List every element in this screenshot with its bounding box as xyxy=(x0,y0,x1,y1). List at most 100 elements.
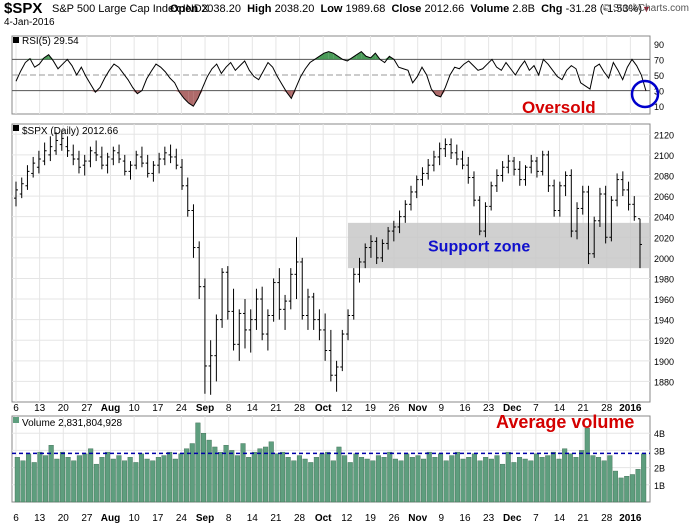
volume-bar xyxy=(641,453,647,503)
rsi-oversold-fill xyxy=(174,90,180,93)
volume-bar xyxy=(20,460,26,503)
volume-tick-label: 4B xyxy=(654,429,665,439)
x-tick-label-volume: 26 xyxy=(389,513,401,524)
x-tick-label-volume: 8 xyxy=(226,513,232,524)
x-tick-label-price: 24 xyxy=(176,403,188,414)
price-legend-swatch xyxy=(13,125,19,131)
rsi-oversold-fill xyxy=(193,90,198,107)
x-tick-label-price: 23 xyxy=(483,403,495,414)
x-tick-label-volume: 12 xyxy=(341,513,353,524)
x-tick-label-price: 6 xyxy=(13,403,19,414)
x-tick-label-volume: 9 xyxy=(439,513,445,524)
volume-bar xyxy=(263,446,269,503)
volume-bar xyxy=(612,470,618,503)
volume-bar xyxy=(579,450,585,503)
volume-bar xyxy=(483,457,489,503)
volume-legend-swatch xyxy=(13,417,19,423)
volume-bar xyxy=(184,448,190,503)
average-volume-annotation: Average volume xyxy=(496,412,634,432)
volume-bar xyxy=(195,422,201,503)
volume-bar xyxy=(43,455,49,503)
volume-bar xyxy=(82,453,88,503)
oversold-annotation: Oversold xyxy=(522,98,596,117)
rsi-legend-swatch xyxy=(13,37,19,43)
x-tick-label-volume: Sep xyxy=(196,513,214,524)
rsi-overbought-fill xyxy=(30,58,35,60)
volume-bar xyxy=(246,457,252,503)
volume-bar xyxy=(14,457,20,503)
volume-bar xyxy=(511,462,517,503)
support-zone xyxy=(348,222,650,269)
volume-bar xyxy=(189,443,195,503)
price-tick-label: 2060 xyxy=(654,192,674,202)
volume-bar xyxy=(172,458,178,503)
volume-bar xyxy=(76,455,82,503)
volume-bar xyxy=(567,453,573,503)
volume-bar xyxy=(500,463,506,503)
index-name: S&P 500 Large Cap Index INDX xyxy=(52,3,209,15)
price-tick-label: 2000 xyxy=(654,254,674,264)
rsi-tick-label: 90 xyxy=(654,40,664,50)
volume-bar xyxy=(364,458,370,503)
volume-bar xyxy=(375,455,381,503)
volume-bar xyxy=(37,451,43,503)
volume-bar xyxy=(601,460,607,503)
volume-bar xyxy=(257,448,263,503)
x-tick-label-volume: 21 xyxy=(578,513,590,524)
x-tick-label-price: 14 xyxy=(554,403,566,414)
rsi-overbought-fill xyxy=(324,51,329,60)
x-tick-label-price: 7 xyxy=(533,403,539,414)
volume-tick-label: 2B xyxy=(654,464,665,474)
volume-bar xyxy=(54,458,60,503)
price-tick-label: 2020 xyxy=(654,233,674,243)
volume-bar xyxy=(144,458,150,503)
volume-bar xyxy=(274,453,280,503)
chart-date: 4-Jan-2016 xyxy=(4,17,55,28)
rsi-oversold-fill xyxy=(198,90,203,99)
x-tick-label-volume: 6 xyxy=(13,513,19,524)
x-tick-label-volume: 7 xyxy=(533,513,539,524)
x-tick-label-price: 28 xyxy=(601,403,613,414)
volume-bar xyxy=(280,451,286,503)
x-tick-label-price: 26 xyxy=(389,403,401,414)
x-tick-label-price: 2016 xyxy=(619,403,642,414)
price-tick-label: 1880 xyxy=(654,377,674,387)
volume-bar xyxy=(596,457,602,503)
volume-bar xyxy=(240,443,246,503)
x-tick-label-volume: Aug xyxy=(101,513,120,524)
oversold-circle xyxy=(630,79,660,109)
rsi-overbought-fill xyxy=(333,53,338,60)
volume-bar xyxy=(624,476,630,503)
x-tick-label-volume: 14 xyxy=(554,513,566,524)
x-tick-label-price: 14 xyxy=(247,403,259,414)
price-tick-label: 2080 xyxy=(654,171,674,181)
x-tick-label-volume: 27 xyxy=(81,513,93,524)
volume-bar xyxy=(607,455,613,503)
volume-bar xyxy=(93,463,99,503)
volume-bar xyxy=(155,457,161,503)
volume-bar xyxy=(342,455,348,503)
volume-bar xyxy=(223,445,229,503)
volume-tick-label: 3B xyxy=(654,446,665,456)
volume-bar xyxy=(268,441,274,503)
volume-bar xyxy=(251,451,257,503)
x-tick-label-price: 21 xyxy=(578,403,590,414)
volume-bar xyxy=(415,455,421,503)
volume-bar xyxy=(409,457,415,503)
x-tick-label-volume: 17 xyxy=(152,513,164,524)
x-tick-label-volume: Dec xyxy=(503,513,522,524)
volume-bar xyxy=(133,462,139,503)
rsi-tick-label: 70 xyxy=(654,55,664,65)
quote-strip: Open 2038.20 High 2038.20 Low 1989.68 Cl… xyxy=(170,3,651,15)
x-tick-label-volume: 23 xyxy=(483,513,495,524)
price-legend: $SPX (Daily) 2012.66 xyxy=(22,126,119,137)
rsi-oversold-fill xyxy=(188,90,194,107)
volume-bar xyxy=(618,477,624,503)
x-tick-label-price: 10 xyxy=(129,403,141,414)
x-tick-label-price: Aug xyxy=(101,403,120,414)
volume-bar xyxy=(116,455,122,503)
volume-bar xyxy=(471,453,477,503)
x-tick-label-price: 16 xyxy=(459,403,471,414)
x-tick-label-price: 8 xyxy=(226,403,232,414)
x-tick-label-volume: 24 xyxy=(176,513,188,524)
